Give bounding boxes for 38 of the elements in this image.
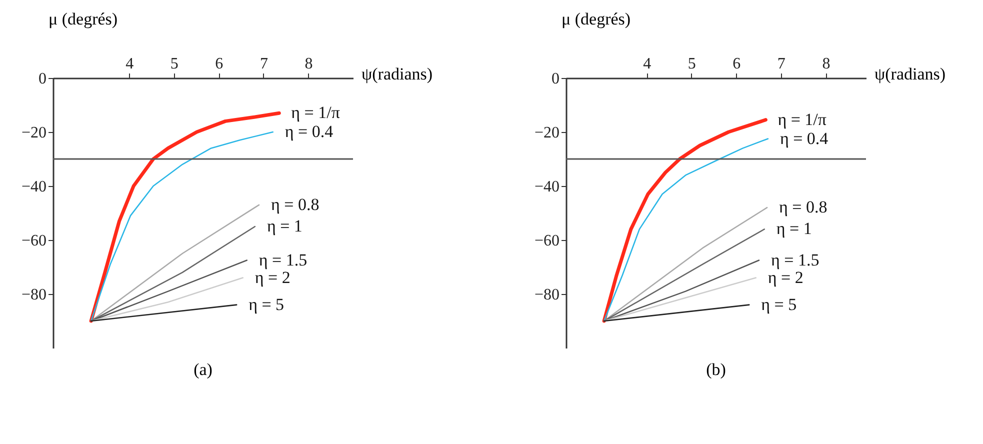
- y-axis-title: μ (degrés): [562, 10, 631, 28]
- x-tick-label: 5: [688, 56, 696, 72]
- y-tick-label: −60: [534, 232, 560, 250]
- series-label: η = 0.4: [780, 128, 829, 148]
- y-tick-label: −20: [534, 124, 560, 142]
- series-label: η = 0.4: [284, 122, 334, 141]
- x-axis-title: ψ(radians): [874, 64, 946, 84]
- x-tick-label: 7: [260, 56, 268, 72]
- y-tick-label: −80: [21, 286, 46, 304]
- series-label: η = 1: [266, 216, 302, 236]
- series-label: η = 1.5: [770, 250, 820, 270]
- x-tick-label: 8: [822, 56, 830, 72]
- x-axis-title: ψ(radians): [362, 64, 433, 84]
- y-tick-label: −40: [21, 178, 46, 196]
- series-label: η = 1/π: [778, 110, 827, 129]
- x-tick-label: 6: [215, 56, 224, 72]
- text: (a): [194, 360, 212, 379]
- x-tick-label: 6: [732, 56, 741, 72]
- series-label: η = 1/π: [291, 103, 340, 122]
- x-tick-label: 4: [126, 56, 134, 72]
- series-label: η = 5: [248, 294, 284, 314]
- y-tick-label: −60: [21, 232, 46, 250]
- y-tick-label: −80: [534, 286, 560, 304]
- y-tick-label: −20: [21, 124, 46, 142]
- x-tick-label: 5: [170, 56, 178, 72]
- series-label: η = 0.8: [779, 198, 828, 217]
- text: (b): [706, 360, 726, 379]
- x-tick-label: 8: [304, 56, 313, 72]
- y-axis-title: μ (degrés): [48, 10, 118, 28]
- series-label: η = 5: [761, 294, 797, 314]
- x-tick-label: 4: [643, 56, 652, 72]
- y-tick-label: 0: [552, 70, 560, 88]
- y-tick-label: 0: [38, 70, 46, 88]
- series-label: η = 1.5: [258, 250, 308, 270]
- series-label: η = 0.8: [270, 194, 320, 214]
- y-tick-label: −40: [534, 178, 560, 196]
- series-label: η = 1: [776, 219, 812, 238]
- x-tick-label: 7: [777, 56, 786, 72]
